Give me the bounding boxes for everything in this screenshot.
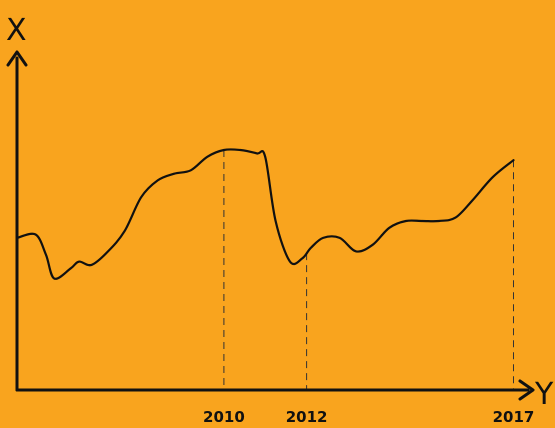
axes <box>6 50 535 401</box>
y-axis-arrow-icon <box>6 50 28 67</box>
x-axis-label: Y <box>534 377 554 412</box>
x-tick-label: 2010 <box>203 408 245 426</box>
guide-lines <box>223 150 514 390</box>
series-line <box>15 148 515 280</box>
y-axis-label: X <box>6 13 27 48</box>
x-axis-arrow-icon <box>518 379 535 401</box>
x-tick-label: 2012 <box>286 408 328 426</box>
x-tick-label: 2017 <box>493 408 535 426</box>
x-tick-labels: 2010 2012 2017 <box>203 408 534 426</box>
